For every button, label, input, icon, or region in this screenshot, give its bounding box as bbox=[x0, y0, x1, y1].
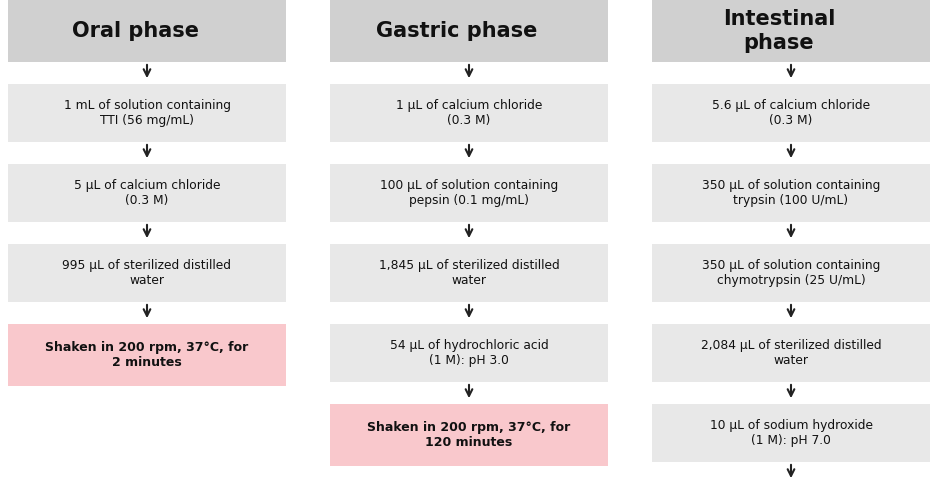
FancyBboxPatch shape bbox=[329, 324, 607, 382]
Text: 350 μL of solution containing
trypsin (100 U/mL): 350 μL of solution containing trypsin (1… bbox=[701, 179, 879, 207]
Text: 5 μL of calcium chloride
(0.3 M): 5 μL of calcium chloride (0.3 M) bbox=[74, 179, 220, 207]
FancyBboxPatch shape bbox=[8, 84, 286, 142]
FancyBboxPatch shape bbox=[8, 244, 286, 302]
FancyBboxPatch shape bbox=[329, 244, 607, 302]
Text: 10 μL of sodium hydroxide
(1 M): pH 7.0: 10 μL of sodium hydroxide (1 M): pH 7.0 bbox=[709, 419, 871, 447]
Text: 54 μL of hydrochloric acid
(1 M): pH 3.0: 54 μL of hydrochloric acid (1 M): pH 3.0 bbox=[389, 339, 548, 367]
FancyBboxPatch shape bbox=[329, 0, 607, 62]
Text: 350 μL of solution containing
chymotrypsin (25 U/mL): 350 μL of solution containing chymotryps… bbox=[701, 259, 879, 287]
FancyBboxPatch shape bbox=[651, 244, 929, 302]
FancyBboxPatch shape bbox=[8, 164, 286, 222]
Text: Shaken in 200 rpm, 37°C, for
2 minutes: Shaken in 200 rpm, 37°C, for 2 minutes bbox=[45, 341, 248, 369]
Text: 5.6 μL of calcium chloride
(0.3 M): 5.6 μL of calcium chloride (0.3 M) bbox=[711, 99, 869, 127]
Text: Gastric phase: Gastric phase bbox=[376, 21, 537, 41]
FancyBboxPatch shape bbox=[8, 324, 286, 386]
FancyBboxPatch shape bbox=[8, 0, 286, 62]
Text: 995 μL of sterilized distilled
water: 995 μL of sterilized distilled water bbox=[62, 259, 231, 287]
Text: 1 μL of calcium chloride
(0.3 M): 1 μL of calcium chloride (0.3 M) bbox=[396, 99, 542, 127]
FancyBboxPatch shape bbox=[651, 84, 929, 142]
Text: 1,845 μL of sterilized distilled
water: 1,845 μL of sterilized distilled water bbox=[379, 259, 559, 287]
FancyBboxPatch shape bbox=[329, 404, 607, 466]
Text: 1 mL of solution containing
TTI (56 mg/mL): 1 mL of solution containing TTI (56 mg/m… bbox=[63, 99, 230, 127]
FancyBboxPatch shape bbox=[329, 164, 607, 222]
Text: Oral phase: Oral phase bbox=[72, 21, 198, 41]
Text: Shaken in 200 rpm, 37°C, for
120 minutes: Shaken in 200 rpm, 37°C, for 120 minutes bbox=[367, 421, 570, 449]
Text: 2,084 μL of sterilized distilled
water: 2,084 μL of sterilized distilled water bbox=[700, 339, 881, 367]
Text: 100 μL of solution containing
pepsin (0.1 mg/mL): 100 μL of solution containing pepsin (0.… bbox=[379, 179, 558, 207]
FancyBboxPatch shape bbox=[651, 404, 929, 462]
FancyBboxPatch shape bbox=[651, 324, 929, 382]
FancyBboxPatch shape bbox=[329, 84, 607, 142]
FancyBboxPatch shape bbox=[651, 0, 929, 62]
Text: Intestinal
phase: Intestinal phase bbox=[722, 9, 834, 53]
FancyBboxPatch shape bbox=[651, 164, 929, 222]
